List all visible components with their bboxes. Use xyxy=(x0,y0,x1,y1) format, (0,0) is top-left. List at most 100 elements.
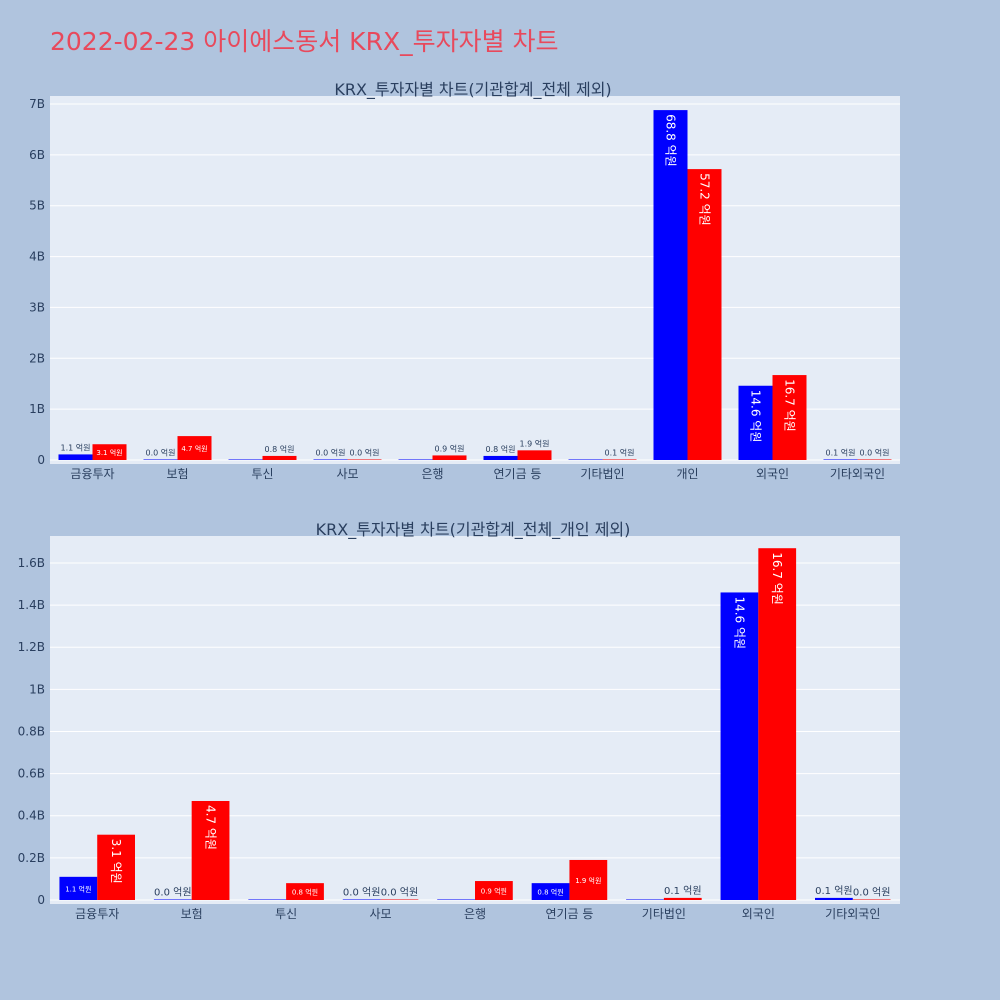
data-label: 1.1 억원 xyxy=(65,884,91,893)
x-tick-label: 사모 xyxy=(370,907,392,921)
bar xyxy=(569,859,608,900)
bar xyxy=(568,459,603,460)
bar xyxy=(687,169,722,460)
data-label: 4.7 억원 xyxy=(181,444,207,453)
data-label: 0.1 억원 xyxy=(664,885,701,897)
bar xyxy=(92,444,127,460)
data-label: 14.6 억원 xyxy=(749,390,763,443)
bar xyxy=(143,459,178,460)
bar xyxy=(852,899,891,900)
data-label: 0.9 억원 xyxy=(435,443,465,453)
data-label: 4.7 억원 xyxy=(204,805,218,850)
y-tick-label: 6B xyxy=(29,148,45,162)
data-label: 0.0 억원 xyxy=(860,448,890,458)
bar xyxy=(228,459,263,460)
chart-2: 0 0.2B 0.4B 0.6B 0.8B 1B 1.2B 1.4B 1.6B KRX_투자자별 … xyxy=(18,520,900,921)
x-tick-label: 연기금 등 xyxy=(545,907,593,921)
data-label: 1.9 억원 xyxy=(575,876,601,885)
bar xyxy=(286,883,324,900)
y-tick-label: 0 xyxy=(37,893,45,907)
bar xyxy=(602,459,637,460)
bar xyxy=(59,876,98,900)
bar xyxy=(517,450,552,460)
data-label: 14.6 억원 xyxy=(732,596,746,649)
data-label: 3.1 억원 xyxy=(109,839,123,884)
y-tick-label: 7B xyxy=(29,97,45,111)
y-tick-label: 0.8B xyxy=(18,724,45,738)
bar xyxy=(531,883,570,900)
bar xyxy=(398,459,433,460)
bar xyxy=(815,897,853,900)
x-tick-label: 기타외국인 xyxy=(830,467,885,481)
x-tick-label: 은행 xyxy=(421,466,443,481)
y-tick-label: 4B xyxy=(29,250,45,264)
bar xyxy=(475,881,513,900)
bar xyxy=(823,459,858,460)
x-tick-label: 외국인 xyxy=(756,467,789,481)
bar xyxy=(262,455,297,460)
data-label: 0.0 억원 xyxy=(350,448,380,458)
bar xyxy=(432,455,467,460)
page-title: 2022-02-23 아이에스동서 KRX_투자자별 차트 xyxy=(50,27,559,56)
bar xyxy=(653,110,688,461)
x-tick-label: 외국인 xyxy=(742,907,775,921)
y-tick-label: 0.6B xyxy=(18,767,45,781)
data-label: 0.8 억원 xyxy=(486,444,516,454)
x-tick-label: 보험 xyxy=(181,907,203,921)
chart-title: KRX_투자자별 차트(기관합계_전체 제외) xyxy=(334,80,611,100)
x-tick-label: 사모 xyxy=(336,467,358,481)
data-label: 0.1 억원 xyxy=(826,447,856,457)
y-tick-label: 2B xyxy=(29,351,45,365)
bar xyxy=(720,592,759,900)
y-tick-label: 1.6B xyxy=(18,556,45,570)
data-label: 57.2 억원 xyxy=(698,173,712,226)
y-tick-label: 0.2B xyxy=(18,851,45,865)
bar xyxy=(663,897,702,900)
x-tick-label: 투신 xyxy=(251,467,273,481)
y-tick-label: 1B xyxy=(29,682,45,696)
data-label: 1.9 억원 xyxy=(520,438,550,448)
x-tick-label: 기타외국인 xyxy=(825,907,880,921)
y-tick-label: 3B xyxy=(29,300,45,314)
bar xyxy=(626,899,664,900)
data-label: 0.0 억원 xyxy=(146,448,176,458)
data-label: 3.1 억원 xyxy=(96,448,122,457)
data-label: 0.0 억원 xyxy=(154,887,191,899)
data-label: 16.7 억원 xyxy=(770,552,784,605)
bar xyxy=(758,548,797,900)
x-tick-label: 은행 xyxy=(464,906,486,921)
data-label: 0.0 억원 xyxy=(316,448,346,458)
data-label: 0.1 억원 xyxy=(815,885,852,897)
x-tick-label: 금융투자 xyxy=(70,467,114,481)
y-tick-label: 0 xyxy=(37,453,45,467)
data-label: 0.0 억원 xyxy=(381,887,418,899)
chart-title: KRX_투자자별 차트(기관합계_전체_개인 제외) xyxy=(316,520,631,540)
x-tick-label: 기타법인 xyxy=(580,467,624,481)
data-label: 0.1 억원 xyxy=(605,447,635,457)
bar xyxy=(738,385,773,460)
data-label: 0.0 억원 xyxy=(343,887,380,899)
bar xyxy=(313,459,348,460)
chart-1: 0 1B 2B 3B 4B 5B 6B 7B KRX_투자자별 차트(기관합계_전체 제외) 금융… xyxy=(29,80,900,481)
data-label: 1.1 억원 xyxy=(61,442,91,452)
data-label: 0.0 억원 xyxy=(853,887,890,899)
bar xyxy=(248,899,287,900)
y-tick-label: 0.4B xyxy=(18,809,45,823)
bar xyxy=(483,455,518,460)
bar xyxy=(380,899,419,900)
bar xyxy=(772,375,807,460)
y-tick-label: 5B xyxy=(29,199,45,213)
x-tick-label: 투신 xyxy=(275,907,297,921)
data-label: 0.8 억원 xyxy=(537,888,563,897)
y-tick-label: 1.2B xyxy=(18,640,45,654)
data-label: 16.7 억원 xyxy=(783,379,797,432)
bar xyxy=(153,899,192,900)
data-label: 0.8 억원 xyxy=(292,888,318,897)
x-tick-label: 기타법인 xyxy=(642,907,686,921)
bar xyxy=(97,834,135,900)
bar xyxy=(437,899,475,900)
bar xyxy=(191,800,230,900)
data-label: 0.8 억원 xyxy=(265,444,295,454)
y-tick-label: 1B xyxy=(29,402,45,416)
